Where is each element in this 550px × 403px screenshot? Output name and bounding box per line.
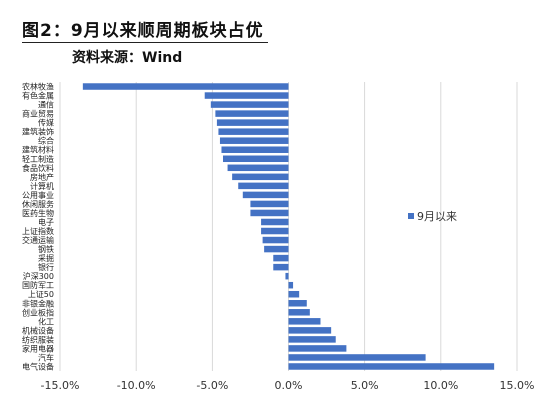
- legend-swatch: [408, 213, 414, 219]
- title-rule: [22, 42, 268, 43]
- bar-22: [288, 281, 294, 289]
- category-label-17: 交通运输: [22, 235, 54, 245]
- bar-23: [288, 290, 300, 298]
- bar-3: [215, 110, 289, 117]
- bar-20: [273, 263, 289, 271]
- category-label-28: 纺织服装: [22, 334, 54, 344]
- bar-21: [285, 272, 289, 280]
- x-tick-labels: -15.0% -10.0% -5.0% 0.0% 5.0% 10.0% 15.0%: [41, 379, 535, 392]
- bar-15: [261, 218, 289, 226]
- legend-label: 9月以来: [417, 210, 457, 223]
- bar-1: [204, 92, 289, 99]
- figure-source: 资料来源：Wind: [72, 50, 183, 66]
- bar-18: [264, 245, 289, 253]
- category-label-5: 建筑装饰: [22, 127, 54, 137]
- bar-19: [273, 254, 289, 262]
- bars: [82, 83, 495, 370]
- bar-25: [288, 309, 310, 316]
- category-label-12: 公用事业: [22, 190, 54, 200]
- bar-17: [262, 236, 289, 244]
- category-label-24: 非银金融: [22, 298, 54, 308]
- category-label-26: 化工: [38, 316, 54, 326]
- bar-16: [261, 227, 289, 235]
- category-label-19: 采掘: [38, 253, 54, 263]
- bar-9: [227, 164, 289, 172]
- bar-24: [288, 300, 307, 307]
- category-label-3: 商业贸易: [22, 109, 54, 119]
- bar-30: [288, 354, 426, 361]
- category-label-23: 上证50: [28, 290, 54, 299]
- bar-26: [288, 318, 321, 325]
- bar-31: [288, 363, 495, 370]
- bar-7: [221, 146, 289, 153]
- x-tick-label-0: -15.0%: [41, 379, 80, 392]
- category-label-15: 电子: [38, 217, 54, 227]
- gridlines: [59, 82, 518, 371]
- x-tick-label-2: -5.0%: [196, 379, 228, 392]
- category-label-31: 电气设备: [22, 361, 54, 371]
- figure-header: 图2：9月以来顺周期板块占优 资料来源：Wind: [0, 0, 550, 78]
- bar-6: [219, 137, 289, 144]
- x-tick-label-5: 10.0%: [423, 379, 458, 392]
- category-label-11: 计算机: [30, 181, 54, 191]
- category-label-10: 房地产: [30, 172, 54, 182]
- bar-11: [238, 182, 289, 190]
- bar-5: [218, 128, 289, 135]
- category-label-6: 综合: [38, 136, 54, 146]
- bar-27: [288, 327, 332, 334]
- category-label-22: 国防军工: [22, 280, 54, 290]
- category-label-7: 建筑材料: [22, 145, 54, 155]
- bar-4: [216, 119, 289, 126]
- category-label-8: 轻工制造: [22, 154, 54, 164]
- bar-0: [82, 83, 289, 90]
- bar-13: [250, 200, 289, 208]
- category-label-18: 钢铁: [38, 244, 54, 254]
- category-label-14: 医药生物: [22, 208, 54, 218]
- bar-28: [288, 336, 336, 343]
- bar-8: [222, 155, 289, 163]
- category-label-29: 家用电器: [22, 343, 54, 353]
- category-label-16: 上证指数: [22, 226, 54, 236]
- category-label-25: 创业板指: [22, 307, 54, 317]
- category-label-13: 休闲服务: [22, 199, 54, 209]
- bar-2: [210, 101, 289, 108]
- bar-10: [232, 173, 289, 181]
- category-labels: 农林牧渔有色金属通信商业贸易传媒建筑装饰综合建筑材料轻工制造食品饮料房地产计算机…: [22, 82, 54, 372]
- category-label-2: 通信: [38, 100, 54, 110]
- category-label-21: 沪深300: [23, 271, 54, 281]
- category-label-20: 银行: [38, 262, 54, 272]
- category-label-9: 食品饮料: [22, 163, 54, 173]
- x-tick-label-3: 0.0%: [275, 379, 303, 392]
- bar-29: [288, 345, 347, 352]
- category-label-1: 有色金属: [22, 91, 54, 101]
- figure-title: 图2：9月以来顺周期板块占优: [22, 21, 264, 41]
- category-label-27: 机械设备: [22, 325, 54, 335]
- category-label-30: 汽车: [38, 352, 54, 362]
- x-tick-label-4: 5.0%: [351, 379, 379, 392]
- x-tick-label-1: -10.0%: [117, 379, 156, 392]
- x-tick-label-6: 15.0%: [500, 379, 535, 392]
- bar-14: [250, 209, 289, 217]
- category-label-0: 农林牧渔: [22, 82, 54, 92]
- bar-12: [242, 191, 289, 199]
- legend: 9月以来: [408, 210, 457, 223]
- category-label-4: 传媒: [38, 118, 54, 128]
